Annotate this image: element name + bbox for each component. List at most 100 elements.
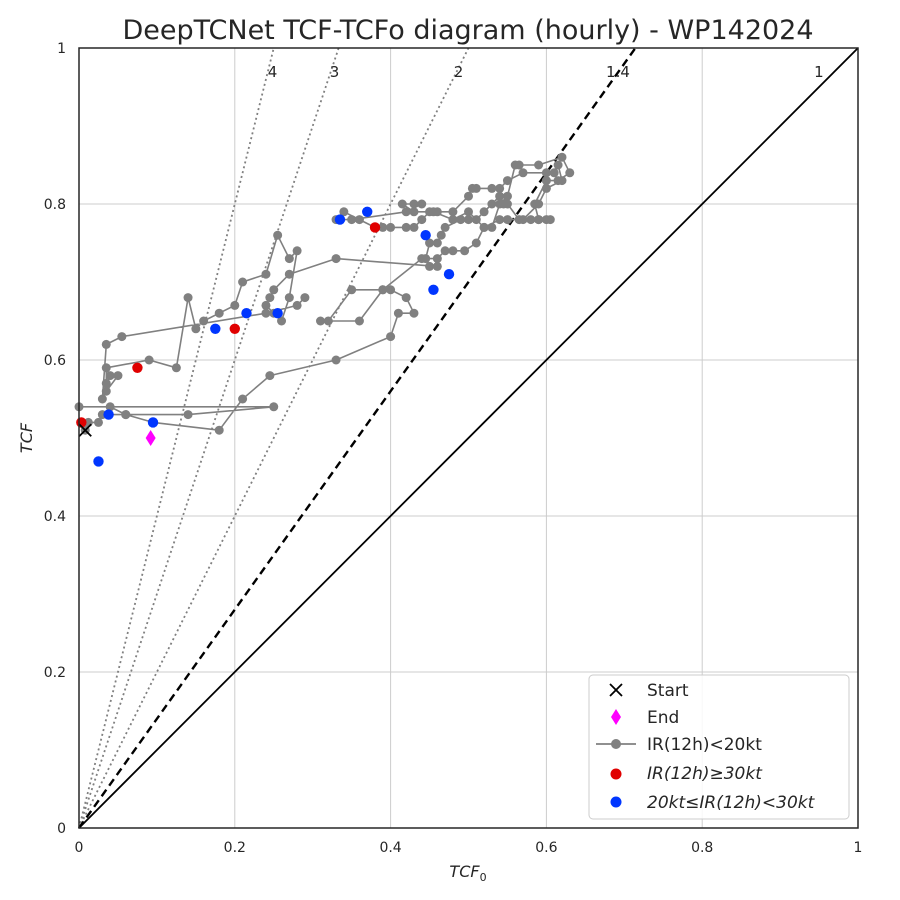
- point-ir-lt-20: [554, 176, 563, 185]
- point-ir-lt-20: [184, 410, 193, 419]
- point-ir-lt-20: [300, 293, 309, 302]
- ratio-label-4: 4: [268, 63, 278, 81]
- point-ir-lt-20: [480, 207, 489, 216]
- point-ir-20-30: [148, 417, 158, 427]
- point-ir-ge-30: [370, 222, 380, 232]
- point-ir-lt-20: [145, 356, 154, 365]
- point-ir-lt-20: [293, 246, 302, 255]
- point-ir-lt-20: [429, 207, 438, 216]
- point-ir-lt-20: [347, 215, 356, 224]
- point-ir-20-30: [428, 285, 438, 295]
- point-ir-lt-20: [542, 176, 551, 185]
- point-ir-lt-20: [425, 262, 434, 271]
- ratio-label-1-4: 1.4: [606, 63, 630, 81]
- point-ir-lt-20: [378, 285, 387, 294]
- point-ir-lt-20: [503, 176, 512, 185]
- point-ir-lt-20: [464, 207, 473, 216]
- point-ir-lt-20: [316, 317, 325, 326]
- point-ir-lt-20: [495, 192, 504, 201]
- point-ir-lt-20: [324, 317, 333, 326]
- point-ir-lt-20: [102, 379, 111, 388]
- point-ir-lt-20: [355, 317, 364, 326]
- point-ir-lt-20: [433, 262, 442, 271]
- point-ir-lt-20: [261, 301, 270, 310]
- point-ir-lt-20: [464, 215, 473, 224]
- point-ir-lt-20: [230, 301, 239, 310]
- point-ir-lt-20: [565, 168, 574, 177]
- legend-ir-20-30-marker: [611, 797, 622, 808]
- point-ir-lt-20: [394, 309, 403, 318]
- point-ir-lt-20: [534, 215, 543, 224]
- point-ir-lt-20: [409, 200, 418, 209]
- point-ir-lt-20: [515, 161, 524, 170]
- point-ir-lt-20: [530, 200, 539, 209]
- point-ir-lt-20: [402, 293, 411, 302]
- point-ir-lt-20: [495, 215, 504, 224]
- y-tick-label: 0: [57, 821, 66, 837]
- point-ir-lt-20: [557, 153, 566, 162]
- legend-ir-ge-30-marker: [611, 769, 622, 780]
- x-tick-label: 0.6: [535, 840, 557, 856]
- point-ir-20-30: [93, 456, 103, 466]
- point-ir-lt-20: [534, 161, 543, 170]
- point-ir-20-30: [210, 324, 220, 334]
- point-ir-lt-20: [199, 317, 208, 326]
- point-ir-lt-20: [102, 363, 111, 372]
- point-ir-lt-20: [456, 215, 465, 224]
- point-ir-lt-20: [409, 207, 418, 216]
- point-ir-lt-20: [94, 418, 103, 427]
- point-ir-lt-20: [106, 371, 115, 380]
- point-ir-lt-20: [437, 231, 446, 240]
- point-ir-lt-20: [184, 293, 193, 302]
- point-ir-lt-20: [215, 309, 224, 318]
- point-ir-lt-20: [448, 246, 457, 255]
- point-ir-lt-20: [332, 356, 341, 365]
- point-ir-lt-20: [121, 410, 130, 419]
- point-ir-lt-20: [269, 285, 278, 294]
- point-ir-lt-20: [515, 215, 524, 224]
- point-ir-lt-20: [460, 246, 469, 255]
- point-ir-lt-20: [554, 161, 563, 170]
- point-ir-lt-20: [238, 395, 247, 404]
- point-ir-lt-20: [409, 223, 418, 232]
- ratio-label-1: 1: [814, 63, 824, 81]
- legend-label-ir-20-30: 20kt≤IR(12h)<30kt: [647, 793, 816, 813]
- point-ir-lt-20: [542, 168, 551, 177]
- point-ir-lt-20: [172, 363, 181, 372]
- point-ir-20-30: [272, 308, 282, 318]
- point-ir-20-30: [241, 308, 251, 318]
- point-ir-lt-20: [269, 402, 278, 411]
- point-ir-lt-20: [503, 192, 512, 201]
- y-tick-label: 0.8: [44, 197, 66, 213]
- x-tick-label: 0.4: [379, 840, 401, 856]
- point-ir-lt-20: [402, 207, 411, 216]
- point-ir-ge-30: [230, 324, 240, 334]
- point-ir-lt-20: [102, 340, 111, 349]
- y-axis-label: TCF: [17, 422, 36, 453]
- point-ir-lt-20: [332, 254, 341, 263]
- x-tick-label: 0.2: [224, 840, 246, 856]
- y-tick-label: 0.2: [44, 665, 66, 681]
- point-ir-lt-20: [546, 215, 555, 224]
- point-ir-lt-20: [215, 426, 224, 435]
- point-ir-lt-20: [265, 371, 274, 380]
- point-ir-lt-20: [441, 223, 450, 232]
- point-ir-lt-20: [468, 184, 477, 193]
- point-ir-lt-20: [273, 231, 282, 240]
- ratio-label-2: 2: [454, 63, 464, 81]
- point-ir-lt-20: [448, 207, 457, 216]
- point-ir-20-30: [335, 214, 345, 224]
- y-tick-label: 0.6: [44, 353, 66, 369]
- point-ir-lt-20: [464, 192, 473, 201]
- point-ir-lt-20: [542, 184, 551, 193]
- legend: Start End IR(12h)<20kt IR(12h)≥30kt 20kt…: [589, 675, 849, 819]
- point-ir-lt-20: [285, 270, 294, 279]
- point-ir-20-30: [103, 409, 113, 419]
- point-ir-lt-20: [472, 215, 481, 224]
- point-ir-20-30: [362, 207, 372, 217]
- point-ir-lt-20: [433, 239, 442, 248]
- chart-title: DeepTCNet TCF-TCFo diagram (hourly) - WP…: [122, 15, 813, 46]
- point-ir-lt-20: [495, 184, 504, 193]
- point-ir-lt-20: [285, 254, 294, 263]
